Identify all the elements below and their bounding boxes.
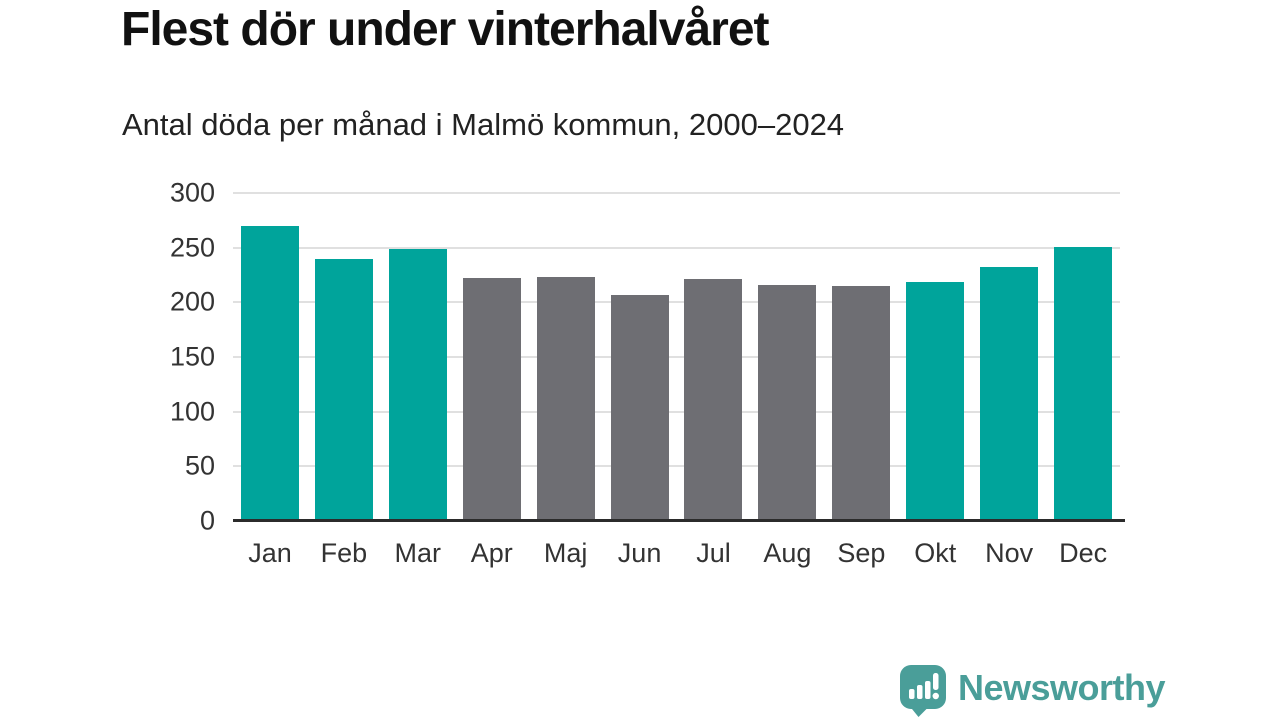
bar-cell bbox=[307, 193, 381, 521]
newsworthy-logo: Newsworthy bbox=[900, 665, 1166, 717]
x-axis-tick-label: Aug bbox=[763, 538, 812, 568]
bar-cell bbox=[972, 193, 1046, 521]
x-axis-tick-label: Apr bbox=[470, 538, 513, 568]
x-axis-tick-label: Jan bbox=[248, 538, 292, 568]
logo-text: Newsworthy bbox=[958, 667, 1166, 708]
bar-cell bbox=[898, 193, 972, 521]
y-axis-tick-label: 250 bbox=[169, 232, 215, 263]
x-axis-tick-label: Maj bbox=[543, 538, 588, 568]
bar-jun bbox=[610, 294, 669, 521]
x-axis-tick-label: Nov bbox=[985, 538, 1034, 568]
bar-sep bbox=[832, 285, 891, 521]
gridline-200 bbox=[233, 301, 1120, 304]
x-axis-tick-label: Jul bbox=[696, 538, 731, 568]
bar-aug bbox=[758, 284, 817, 521]
gridline-100 bbox=[233, 410, 1120, 413]
bar-mar bbox=[388, 248, 447, 521]
gridline-50 bbox=[233, 465, 1120, 468]
bar-dec bbox=[1054, 246, 1113, 521]
x-axis-tick-label: Feb bbox=[320, 538, 368, 568]
y-axis-tick-label: 300 bbox=[169, 177, 215, 208]
bar-cell bbox=[677, 193, 751, 521]
bar-nov bbox=[980, 267, 1039, 521]
bar-cell bbox=[381, 193, 455, 521]
bars-row bbox=[233, 193, 1120, 521]
y-axis-tick-label: 50 bbox=[184, 450, 215, 481]
bar-cell bbox=[824, 193, 898, 521]
bar-apr bbox=[462, 278, 521, 521]
gridline-150 bbox=[233, 356, 1120, 358]
gridline-300 bbox=[233, 192, 1120, 194]
bar-cell bbox=[529, 193, 603, 521]
x-axis-tick-label: Mar bbox=[394, 538, 442, 568]
chart-title: Flest dör under vinterhalvåret bbox=[121, 3, 770, 56]
bar-cell bbox=[603, 193, 677, 521]
bar-cell bbox=[1046, 193, 1120, 521]
bar-chart-speech-bubble-icon bbox=[900, 665, 946, 717]
plot-area bbox=[233, 192, 1125, 522]
y-axis-tick-label: 100 bbox=[169, 396, 215, 427]
bar-maj bbox=[536, 277, 595, 521]
bar-cell bbox=[233, 193, 307, 521]
bar-cell bbox=[455, 193, 529, 521]
x-axis-tick-label: Sep bbox=[837, 538, 886, 568]
x-axis-tick-label: Dec bbox=[1059, 538, 1108, 568]
y-axis-tick-label: 200 bbox=[169, 286, 215, 317]
bar-feb bbox=[314, 258, 373, 521]
chart-subtitle: Antal döda per månad i Malmö kommun, 200… bbox=[122, 107, 845, 142]
x-axis-labels: Jan Feb Mar Apr Maj Jun Jul Aug Sep Okt Nov Dec bbox=[233, 537, 1120, 569]
y-axis-labels: 300 250 200 150 100 50 0 bbox=[0, 179, 215, 534]
bar-cell bbox=[750, 193, 824, 521]
y-axis-tick-label: 0 bbox=[199, 505, 215, 536]
bar-okt bbox=[906, 281, 965, 521]
x-axis-line bbox=[233, 519, 1125, 522]
bar-jul bbox=[684, 279, 743, 521]
x-axis-tick-label: Okt bbox=[914, 538, 957, 568]
bar-jan bbox=[240, 225, 299, 521]
y-axis-tick-label: 150 bbox=[169, 341, 215, 372]
x-axis-tick-label: Jun bbox=[617, 538, 662, 568]
gridline-250 bbox=[233, 246, 1120, 249]
